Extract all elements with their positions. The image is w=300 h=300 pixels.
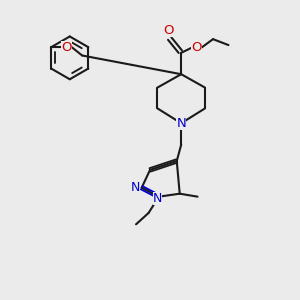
Text: O: O xyxy=(164,24,174,37)
Text: O: O xyxy=(61,41,72,54)
Text: O: O xyxy=(191,41,202,54)
Text: N: N xyxy=(153,192,162,205)
Text: N: N xyxy=(131,181,140,194)
Text: N: N xyxy=(176,117,186,130)
